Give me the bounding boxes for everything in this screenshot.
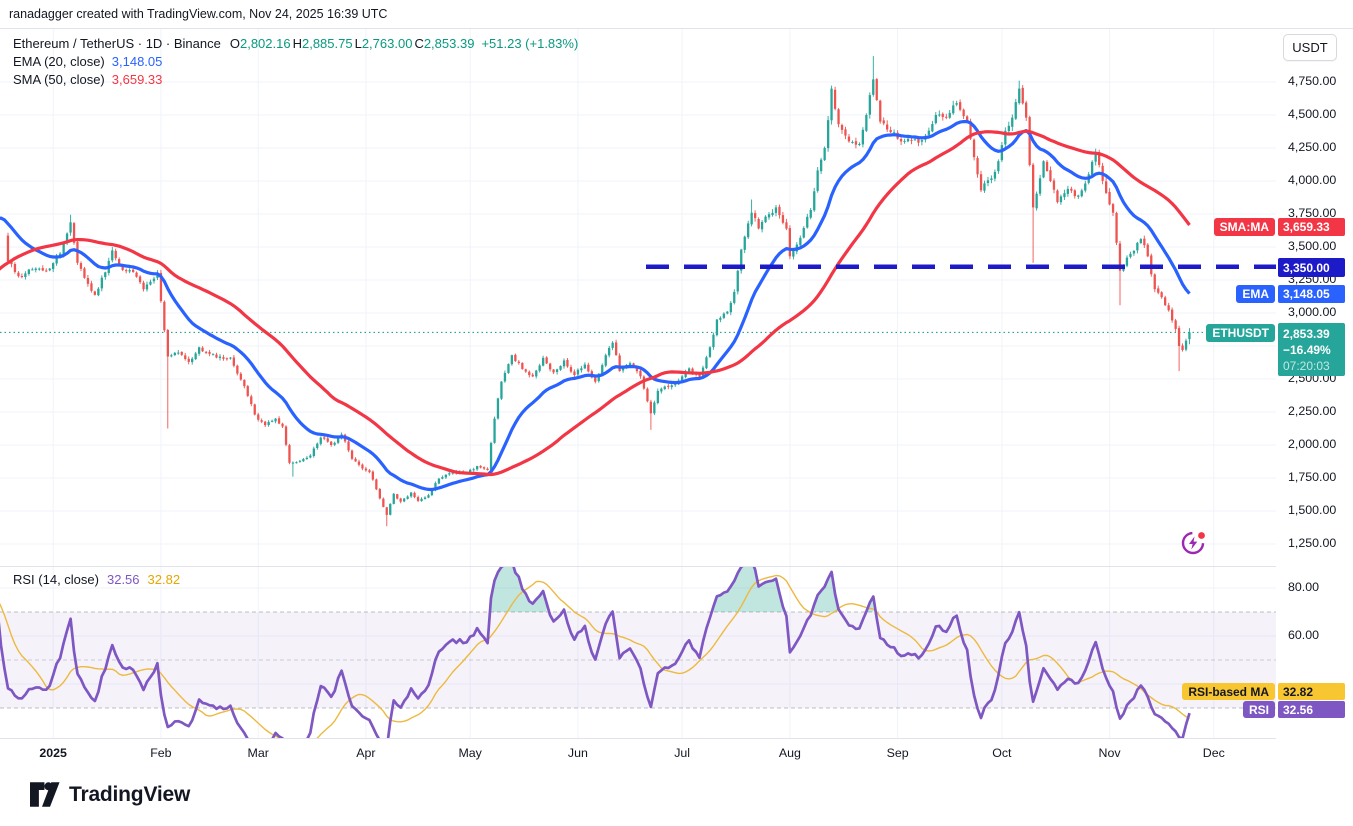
sma-price-badge: 3,659.33 bbox=[1278, 218, 1345, 236]
price-tick-label: 3,000.00 bbox=[1288, 305, 1337, 319]
ideas-flash-icon[interactable] bbox=[1178, 527, 1210, 559]
tradingview-logo-text: TradingView bbox=[69, 782, 191, 806]
ohlc-item: O2,802.16 bbox=[229, 36, 291, 51]
ohlc-item: C2,853.39 bbox=[414, 36, 475, 51]
time-tick-label: 2025 bbox=[39, 746, 67, 760]
price-tick-label: 4,500.00 bbox=[1288, 107, 1337, 121]
price-change-pct: −16.49% bbox=[1283, 342, 1331, 357]
price-tick-label: 4,750.00 bbox=[1288, 74, 1337, 88]
chart-legend: Ethereum / TetherUS · 1D · Binance O2,80… bbox=[13, 36, 578, 90]
rsi-legend: RSI (14, close) 32.56 32.82 bbox=[13, 572, 180, 587]
ema-legend-row: EMA (20, close) 3,148.05 bbox=[13, 54, 578, 70]
rsi-ma-floating-label: RSI-based MA bbox=[1182, 683, 1275, 700]
pane-divider[interactable] bbox=[0, 566, 1353, 567]
last-price: 2,853.39 bbox=[1283, 326, 1330, 341]
time-tick-label: May bbox=[458, 746, 482, 760]
price-tick-label: 2,000.00 bbox=[1288, 437, 1337, 451]
sma-legend-row: SMA (50, close) 3,659.33 bbox=[13, 72, 578, 88]
rsi-value: 32.56 bbox=[106, 572, 140, 587]
change-value: +51.23 (+1.83%) bbox=[481, 36, 579, 51]
time-tick-label: Apr bbox=[356, 746, 376, 760]
ema-value: 3,148.05 bbox=[111, 54, 163, 69]
currency-button[interactable]: USDT bbox=[1283, 34, 1337, 61]
time-tick-label: Oct bbox=[992, 746, 1012, 760]
time-tick-label: Jul bbox=[674, 746, 691, 760]
bar-countdown: 07:20:03 bbox=[1283, 358, 1330, 373]
rsi-tick-label: 60.00 bbox=[1288, 628, 1320, 642]
price-tick-label: 2,250.00 bbox=[1288, 404, 1337, 418]
price-tick-label: 1,750.00 bbox=[1288, 470, 1337, 484]
time-tick-label: Sep bbox=[886, 746, 909, 760]
symbol-row: Ethereum / TetherUS · 1D · Binance O2,80… bbox=[13, 36, 578, 52]
time-tick-label: Mar bbox=[247, 746, 269, 760]
time-tick-label: Jun bbox=[567, 746, 588, 760]
time-tick-label: Dec bbox=[1202, 746, 1225, 760]
ohlc-values: O2,802.16 H2,885.75 L2,763.00 C2,853.39 bbox=[228, 36, 475, 52]
time-tick-label: Aug bbox=[778, 746, 801, 760]
sma-floating-label: SMA:MA bbox=[1213, 218, 1275, 236]
ema-label[interactable]: EMA (20, close) bbox=[13, 54, 105, 69]
price-tick-label: 4,250.00 bbox=[1288, 140, 1337, 154]
ema-floating-label: EMA bbox=[1236, 285, 1275, 303]
rsi-ma-value: 32.82 bbox=[147, 572, 181, 587]
ohlc-item: H2,885.75 bbox=[292, 36, 353, 51]
attribution-text: ranadagger created with TradingView.com,… bbox=[9, 7, 388, 21]
tradingview-logo-mark bbox=[30, 782, 60, 807]
price-tick-label: 3,750.00 bbox=[1288, 206, 1337, 220]
sma-value: 3,659.33 bbox=[111, 72, 163, 87]
symbol-title[interactable]: Ethereum / TetherUS · 1D · Binance bbox=[13, 36, 221, 51]
level-price-badge[interactable]: 3,350.00 bbox=[1278, 258, 1345, 277]
price-tick-label: 4,000.00 bbox=[1288, 173, 1337, 187]
rsi-tick-label: 80.00 bbox=[1288, 580, 1320, 594]
price-tick-label: 1,250.00 bbox=[1288, 536, 1337, 550]
ohlc-item: L2,763.00 bbox=[354, 36, 413, 51]
last-price-badge: 2,853.39 −16.49% 07:20:03 bbox=[1278, 323, 1345, 376]
time-tick-label: Nov bbox=[1098, 746, 1121, 760]
rsi-floating-label: RSI bbox=[1242, 701, 1275, 718]
rsi-ma-badge: 32.82 bbox=[1278, 683, 1345, 700]
symbol-floating-label: ETHUSDT bbox=[1206, 324, 1275, 342]
time-tick-label: Feb bbox=[150, 746, 172, 760]
sma-label[interactable]: SMA (50, close) bbox=[13, 72, 105, 87]
price-tick-label: 3,500.00 bbox=[1288, 239, 1337, 253]
price-tick-label: 1,500.00 bbox=[1288, 503, 1337, 517]
rsi-label[interactable]: RSI (14, close) bbox=[13, 572, 99, 587]
footer: TradingView bbox=[0, 766, 1353, 826]
chart-widget: Ethereum / TetherUS · 1D · Binance O2,80… bbox=[0, 28, 1353, 768]
price-pane-canvas[interactable] bbox=[0, 29, 1276, 566]
ema-price-badge: 3,148.05 bbox=[1278, 285, 1345, 303]
time-axis[interactable]: 2025 Feb Mar Apr May Jun Jul Aug Sep Oct Nov Dec bbox=[0, 738, 1353, 768]
rsi-badge: 32.56 bbox=[1278, 701, 1345, 718]
rsi-pane-canvas[interactable] bbox=[0, 566, 1276, 738]
price-axis[interactable]: USDT 4,750.00 4,500.00 4,250.00 4,000.00 3,7… bbox=[1276, 29, 1353, 767]
tradingview-logo[interactable]: TradingView bbox=[30, 781, 190, 808]
